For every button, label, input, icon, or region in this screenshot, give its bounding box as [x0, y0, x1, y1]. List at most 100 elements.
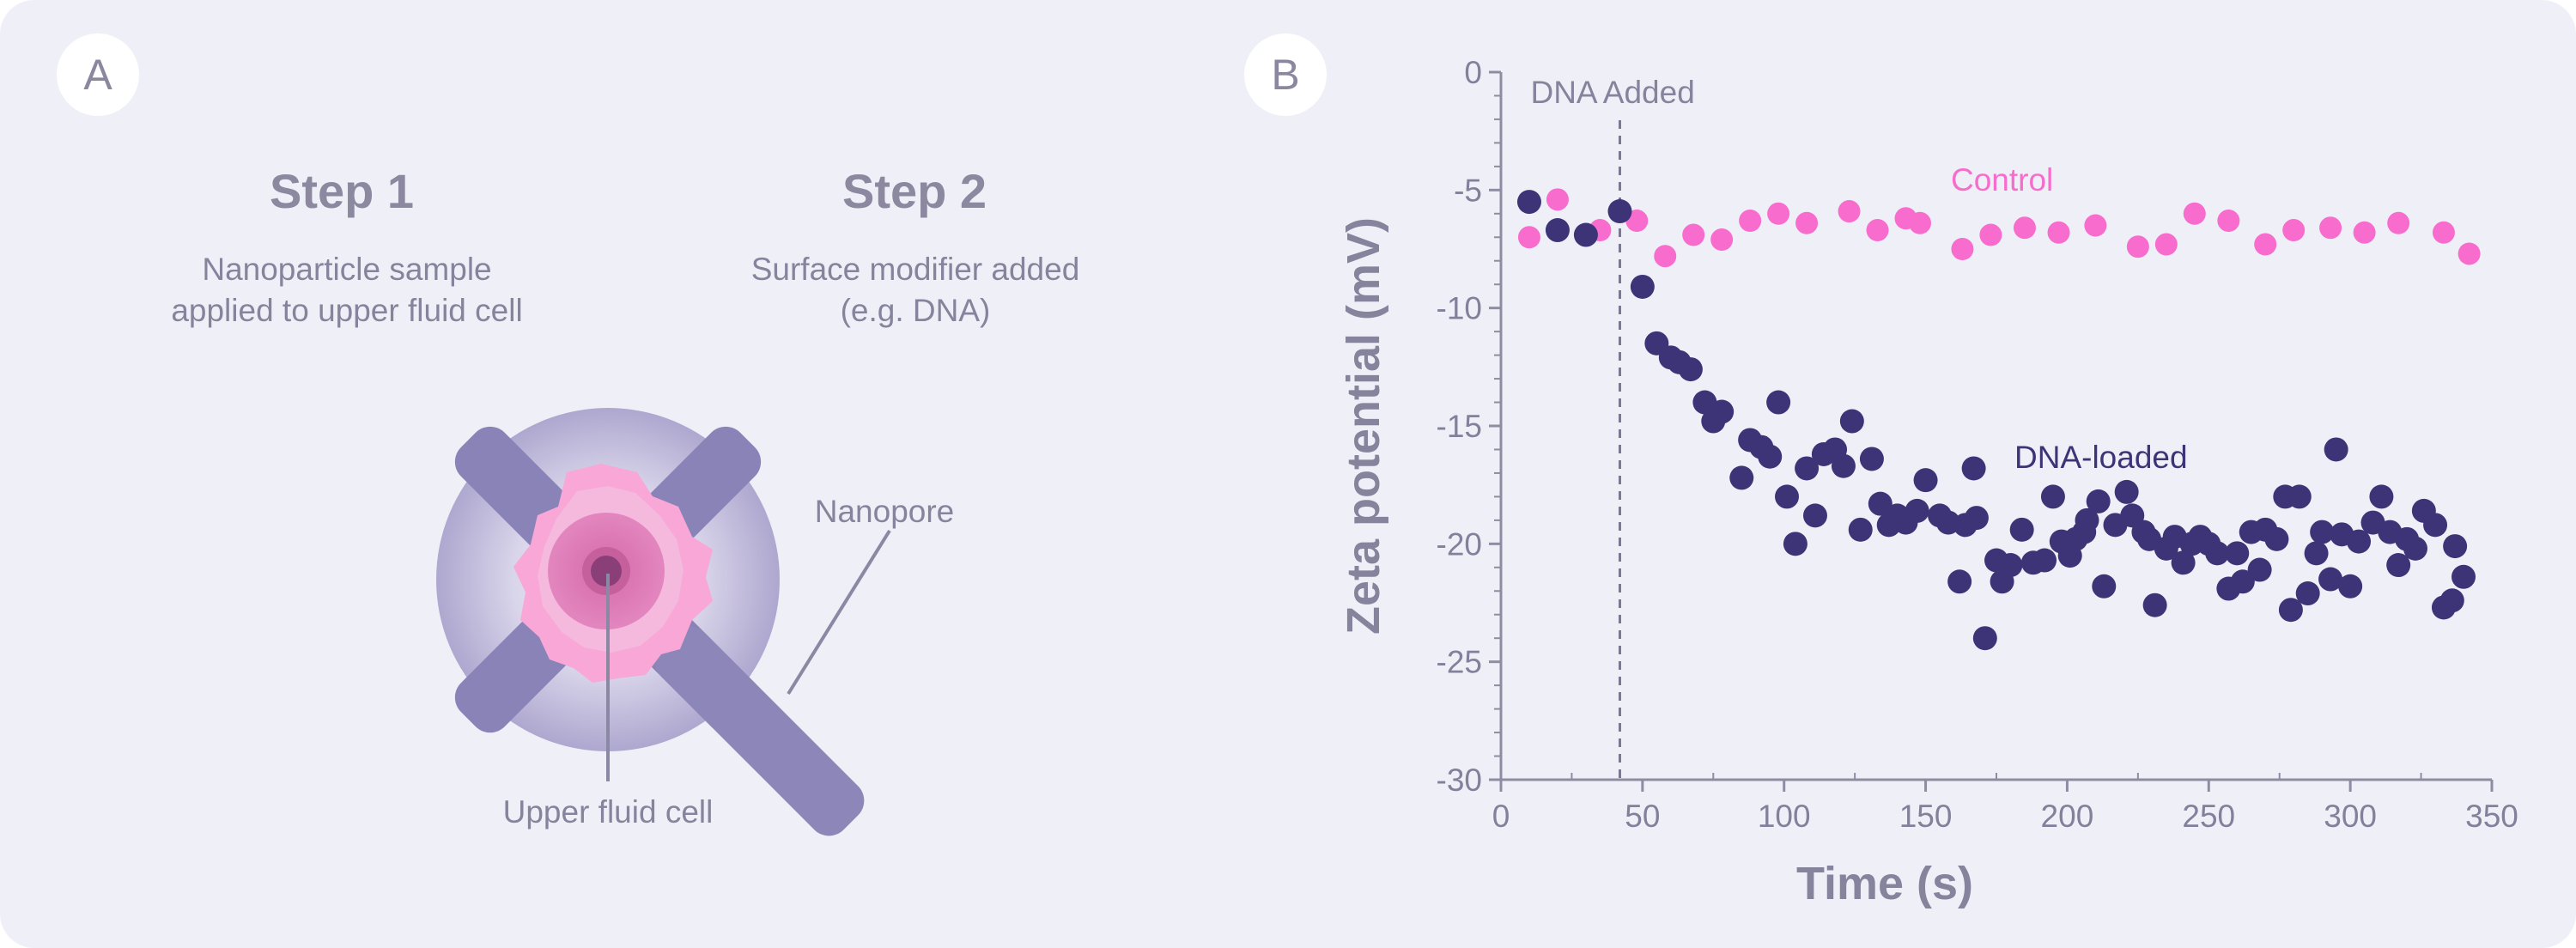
control-point — [2458, 242, 2481, 265]
dna-loaded-point — [1678, 357, 1703, 382]
y-tick-label: -20 — [1437, 526, 1482, 562]
dna-loaded-point — [1573, 222, 1598, 247]
x-tick-label: 350 — [2465, 799, 2518, 834]
step2-title: Step 2 — [842, 164, 987, 218]
panel-b: B 0 50 100 150 200 250 300 350 0 -5 -10 -15 -20 -25 -… — [1244, 33, 2518, 909]
nanopore-leader — [787, 529, 891, 696]
dna-loaded-point — [1839, 409, 1864, 434]
dna-loaded-series-label: DNA-loaded — [2014, 440, 2188, 475]
dna-loaded-point — [1859, 447, 1884, 471]
dna-loaded-point — [1961, 456, 1986, 481]
step1-line1: Nanoparticle sample — [202, 252, 491, 287]
dna-loaded-point — [2086, 489, 2111, 514]
control-point — [2319, 216, 2342, 240]
dna-loaded-point — [1729, 465, 1754, 490]
dna-loaded-point — [1848, 517, 1873, 542]
x-tick-label: 250 — [2182, 799, 2235, 834]
control-point — [2387, 211, 2410, 234]
dna-loaded-point — [1947, 569, 1972, 594]
dna-loaded-series — [1516, 190, 2476, 651]
control-point — [2047, 221, 2070, 244]
dna-loaded-point — [2040, 484, 2065, 509]
dna-loaded-point — [2310, 520, 2335, 544]
dna-loaded-point — [2205, 541, 2230, 566]
y-axis-title: Zeta potential (mV) — [1338, 217, 1389, 635]
dna-loaded-point — [2032, 548, 2057, 573]
control-point — [1767, 202, 1790, 225]
dna-loaded-point — [2369, 484, 2394, 509]
cross-bar-extension — [655, 627, 865, 836]
dna-loaded-point — [1802, 503, 1827, 528]
dna-loaded-point — [1998, 553, 2023, 578]
control-point — [2013, 216, 2036, 240]
y-axis-ticks: 0 -5 -10 -15 -20 -25 -30 — [1437, 55, 1501, 798]
nanopore-opening — [591, 556, 622, 586]
dna-loaded-point — [2423, 513, 2448, 538]
dna-loaded-point — [2264, 526, 2289, 551]
dna-loaded-point — [2075, 507, 2099, 532]
control-point — [1625, 210, 1649, 233]
x-tick-label: 300 — [2324, 799, 2377, 834]
control-point — [2282, 219, 2306, 242]
dna-loaded-point — [2230, 569, 2255, 594]
y-tick-label: -10 — [1437, 291, 1482, 326]
control-point — [1682, 223, 1705, 246]
dna-loaded-point — [2009, 517, 2034, 542]
dna-loaded-point — [1775, 484, 1800, 509]
control-point — [2353, 221, 2376, 244]
control-point — [2217, 210, 2240, 233]
dna-loaded-point — [2347, 529, 2372, 554]
dna-loaded-point — [2403, 536, 2427, 561]
dna-loaded-point — [1913, 468, 1938, 493]
dna-loaded-point — [2142, 592, 2167, 617]
x-tick-label: 200 — [2041, 799, 2094, 834]
control-point — [1710, 228, 1734, 252]
step1-title: Step 1 — [270, 164, 414, 218]
control-point — [1795, 211, 1819, 234]
dna-loaded-point — [1964, 506, 1989, 531]
upper-fluid-cell-label: Upper fluid cell — [503, 794, 714, 830]
dna-loaded-point — [2318, 567, 2343, 592]
dna-loaded-point — [2386, 553, 2411, 578]
dna-loaded-point — [1905, 498, 1929, 523]
zeta-potential-chart: 0 50 100 150 200 250 300 350 0 -5 -10 -15 -20 -25 -30… — [1338, 55, 2518, 909]
control-series — [1517, 188, 2481, 268]
dna-loaded-point — [2171, 550, 2196, 575]
panel-a-badge-label: A — [83, 51, 112, 99]
panel-a: A Step 1 Nanoparticle sample applied to … — [57, 33, 1080, 836]
y-tick-label: -5 — [1454, 173, 1482, 208]
y-tick-label: -30 — [1437, 763, 1482, 798]
step2-line1: Surface modifier added — [751, 252, 1080, 287]
control-point — [2183, 202, 2206, 225]
control-point — [2126, 235, 2149, 258]
y-tick-label: -25 — [1437, 645, 1482, 680]
dna-loaded-point — [1795, 456, 1820, 481]
dna-loaded-point — [2092, 574, 2117, 599]
dna-loaded-point — [2338, 574, 2363, 599]
dna-loaded-point — [2295, 581, 2320, 606]
dna-loaded-point — [2304, 541, 2329, 566]
control-point — [2432, 221, 2455, 244]
step1-line2: applied to upper fluid cell — [171, 293, 522, 328]
dna-loaded-point — [2278, 598, 2303, 623]
x-axis-ticks: 0 50 100 150 200 250 300 350 — [1492, 773, 2518, 834]
control-point — [1517, 226, 1540, 249]
control-point — [2254, 233, 2277, 256]
control-point — [1951, 238, 1974, 260]
control-point — [2084, 214, 2107, 237]
dna-loaded-point — [1710, 399, 1735, 424]
dna-loaded-point — [2439, 588, 2464, 613]
dna-loaded-point — [2247, 557, 2272, 582]
dna-loaded-point — [1545, 218, 1570, 243]
dna-loaded-point — [1783, 532, 1807, 556]
control-point — [1866, 219, 1889, 242]
dna-loaded-point — [1972, 626, 1997, 651]
panel-a-badge — [57, 33, 139, 116]
control-point — [1739, 210, 1762, 233]
dna-added-label: DNA Added — [1530, 75, 1694, 110]
y-tick-label: 0 — [1464, 55, 1482, 90]
x-tick-label: 0 — [1492, 799, 1510, 834]
control-point — [1838, 200, 1861, 223]
dna-loaded-point — [1607, 199, 1632, 224]
